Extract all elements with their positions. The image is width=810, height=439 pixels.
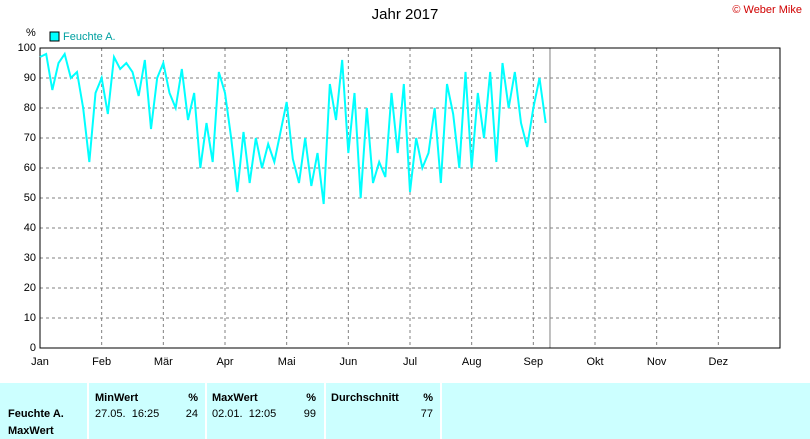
y-tick-label: 60 — [24, 162, 36, 174]
stats-unit: % — [306, 392, 316, 404]
data-line — [39, 51, 547, 205]
stats-value: 99 — [304, 408, 316, 420]
y-tick-label: 20 — [24, 282, 36, 294]
y-tick-label: 100 — [18, 42, 36, 54]
y-tick-label: 50 — [24, 192, 36, 204]
x-tick-label: Sep — [524, 356, 544, 368]
x-tick-label: Jul — [403, 356, 417, 368]
x-tick-label: Nov — [647, 356, 667, 368]
x-tick-label: Apr — [216, 356, 233, 368]
y-tick-label: 90 — [24, 72, 36, 84]
legend-label: Feuchte A. — [63, 31, 116, 43]
x-tick-label: Mär — [154, 356, 173, 368]
stats-time: 27.05. 16:25 — [95, 408, 159, 420]
chart-title: Jahr 2017 — [372, 6, 439, 23]
stats-panel — [0, 383, 810, 439]
legend-swatch — [49, 31, 60, 42]
stats-header: Durchschnitt — [331, 392, 399, 404]
plot-border — [39, 47, 781, 349]
stats-header: MaxWert — [212, 392, 258, 404]
x-tick-label: Okt — [586, 356, 603, 368]
stats-unit: % — [188, 392, 198, 404]
y-tick-label: 40 — [24, 222, 36, 234]
stats-dividers — [87, 383, 442, 439]
x-tick-label: Aug — [462, 356, 482, 368]
stats-row-sublabel: MaxWert — [8, 425, 54, 437]
y-tick-label: 0 — [30, 342, 36, 354]
x-tick-label: Mai — [278, 356, 296, 368]
y-tick-label: 70 — [24, 132, 36, 144]
stats-value: 24 — [186, 408, 198, 420]
y-tick-label: 10 — [24, 312, 36, 324]
stats-row-label: Feuchte A. — [8, 408, 64, 420]
y-tick-label: 30 — [24, 252, 36, 264]
x-tick-label: Feb — [92, 356, 111, 368]
x-tick-label: Jun — [339, 356, 357, 368]
copyright: © Weber Mike — [732, 4, 802, 16]
stats-value: 77 — [421, 408, 433, 420]
x-tick-label: Dez — [709, 356, 729, 368]
y-axis-label: % — [26, 27, 36, 39]
x-tick-label: Jan — [31, 356, 49, 368]
stats-header: MinWert — [95, 392, 139, 404]
stats-time: 02.01. 12:05 — [212, 408, 276, 420]
stats-unit: % — [423, 392, 433, 404]
y-tick-label: 80 — [24, 102, 36, 114]
